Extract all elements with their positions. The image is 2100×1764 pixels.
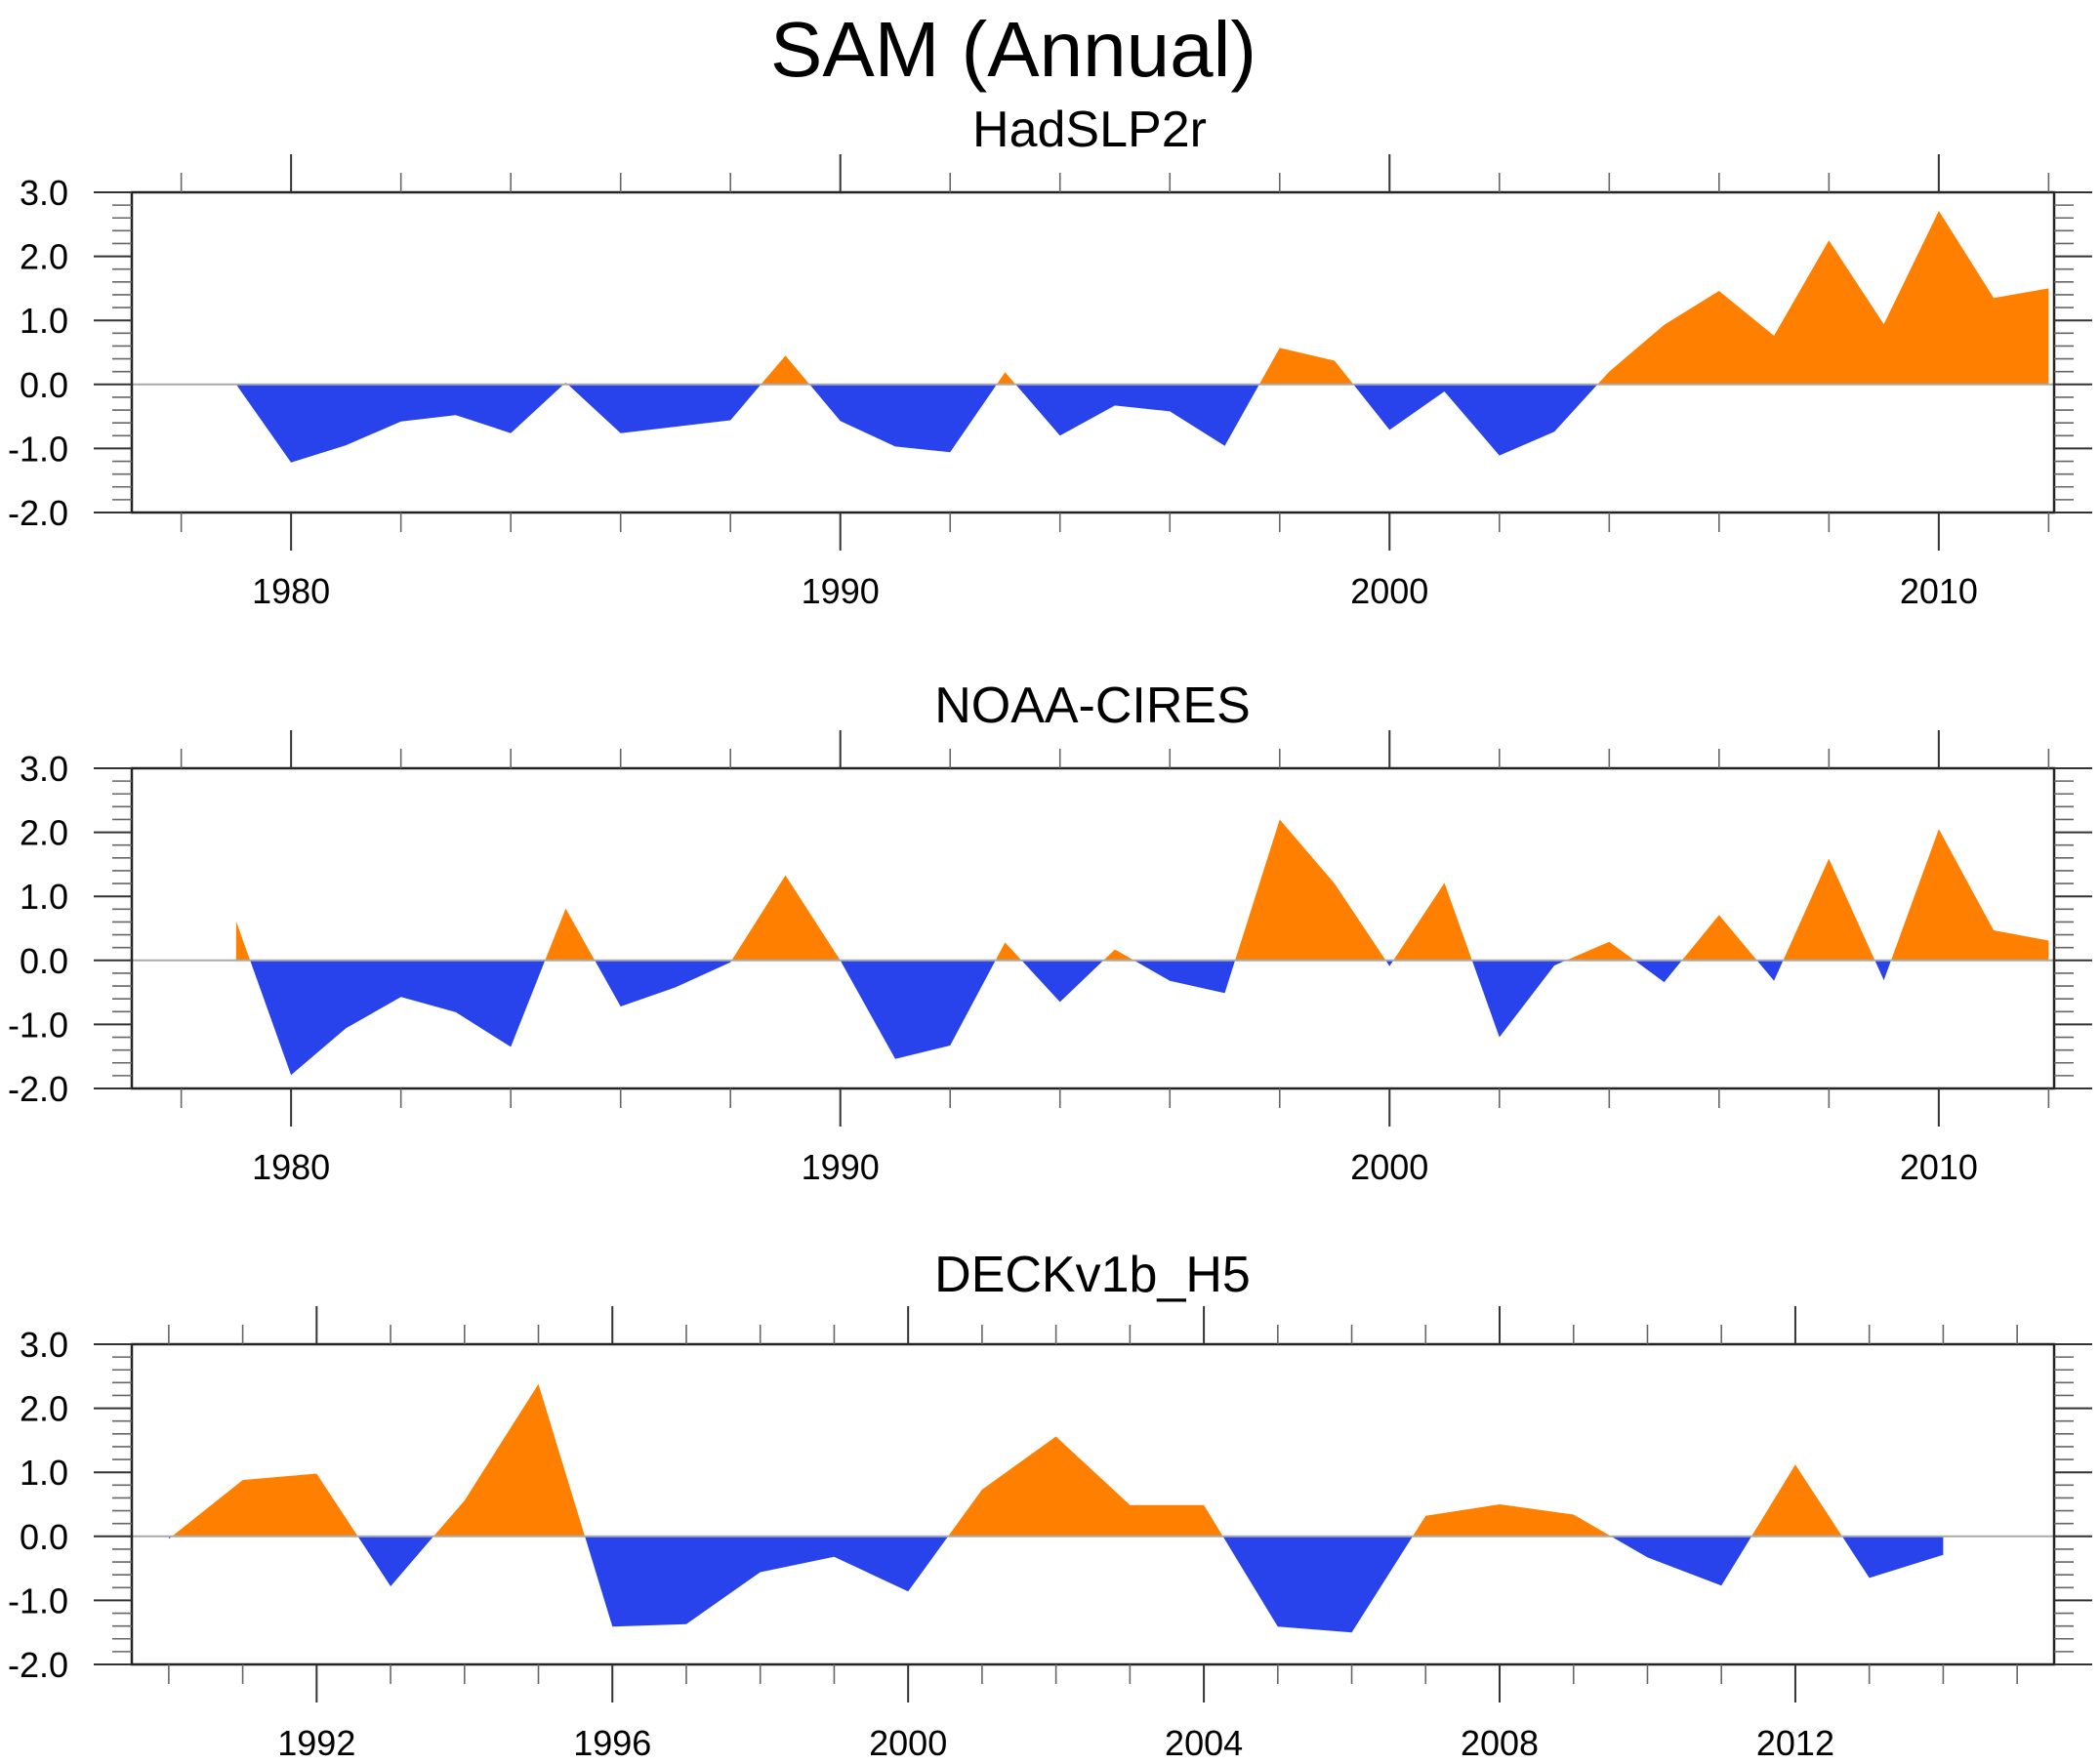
y-tick-label: -1.0 <box>8 1580 68 1620</box>
x-tick-label: 2010 <box>1900 1147 1978 1187</box>
x-tick-label: 1980 <box>252 571 330 611</box>
y-tick-label: 1.0 <box>20 877 68 917</box>
figure-title: SAM (Annual) <box>770 6 1256 93</box>
x-tick-label: 1992 <box>277 1723 355 1763</box>
plot-frame <box>130 766 2056 1090</box>
panel-noaa-cires: NOAA-CIRES 3.0 2.0 1.0 0.0 -1.0 -2.0 1980 1990 2… <box>8 677 2092 1187</box>
y-tick-label: 1.0 <box>20 301 68 341</box>
panel-title: DECKv1b_H5 <box>934 1247 1251 1303</box>
y-tick-label: 0.0 <box>20 365 68 405</box>
y-tick-label: 3.0 <box>20 749 68 789</box>
negative-fill <box>235 960 2049 1076</box>
y-tick-label: 2.0 <box>20 237 68 277</box>
panel-title: HadSLP2r <box>972 102 1207 158</box>
y-tick-label: -2.0 <box>8 493 68 533</box>
panel-deckv1b-h5: DECKv1b_H5 3.0 2.0 1.0 0.0 -1.0 -2.0 1992 1996 2… <box>8 1247 2092 1763</box>
x-tick-label: 2000 <box>1350 1147 1428 1187</box>
y-tick-label: 0.0 <box>20 1517 68 1557</box>
plot-area: 3.0 2.0 1.0 0.0 -1.0 -2.0 1992 1996 2000 2004 2008… <box>8 1306 2092 1763</box>
x-tick-label: 1980 <box>252 1147 330 1187</box>
y-tick-label: -2.0 <box>8 1645 68 1685</box>
x-tick-label: 2004 <box>1165 1723 1243 1763</box>
y-tick-label: -1.0 <box>8 1005 68 1045</box>
plot-frame <box>130 1342 2056 1666</box>
y-tick-label: 1.0 <box>20 1453 68 1493</box>
y-tick-label: 0.0 <box>20 941 68 981</box>
x-tick-label: 1996 <box>573 1723 651 1763</box>
negative-fill <box>235 384 2049 463</box>
y-tick-label: -1.0 <box>8 429 68 469</box>
panel-title: NOAA-CIRES <box>934 677 1251 734</box>
x-tick-label: 2008 <box>1461 1723 1539 1763</box>
negative-fill <box>168 1536 1944 1633</box>
x-tick-label: 2012 <box>1756 1723 1834 1763</box>
x-tick-label: 2000 <box>1350 571 1428 611</box>
positive-fill <box>235 211 2049 385</box>
y-tick-label: 2.0 <box>20 1389 68 1429</box>
x-tick-label: 1990 <box>802 571 880 611</box>
x-tick-label: 2000 <box>869 1723 947 1763</box>
plot-area: 3.0 2.0 1.0 0.0 -1.0 -2.0 1980 1990 2000 2010 <box>8 730 2092 1187</box>
y-tick-label: 3.0 <box>20 1325 68 1365</box>
panel-hadslp2r: HadSLP2r 3.0 2.0 1.0 0.0 -1.0 -2.0 1980 1990 200… <box>8 102 2092 611</box>
positive-fill <box>168 1383 1944 1537</box>
plot-frame <box>130 190 2056 514</box>
y-tick-label: 2.0 <box>20 813 68 853</box>
x-tick-label: 1990 <box>802 1147 880 1187</box>
y-tick-label: 3.0 <box>20 173 68 213</box>
plot-area: 3.0 2.0 1.0 0.0 -1.0 -2.0 1980 1990 2000 2010 <box>8 154 2092 611</box>
y-tick-label: -2.0 <box>8 1069 68 1109</box>
x-tick-label: 2010 <box>1900 571 1978 611</box>
positive-fill <box>235 819 2049 961</box>
